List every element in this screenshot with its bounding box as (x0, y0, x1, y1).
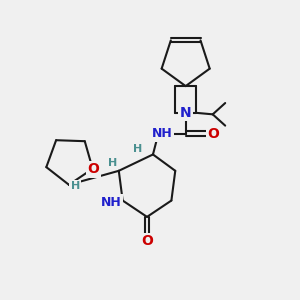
Text: O: O (208, 127, 220, 141)
Text: N: N (180, 106, 191, 120)
Text: NH: NH (101, 196, 122, 208)
Text: H: H (71, 181, 80, 191)
Text: NH: NH (152, 127, 173, 140)
Text: H: H (134, 143, 143, 154)
Text: H: H (108, 158, 117, 168)
Text: O: O (141, 234, 153, 248)
Text: O: O (87, 162, 99, 176)
